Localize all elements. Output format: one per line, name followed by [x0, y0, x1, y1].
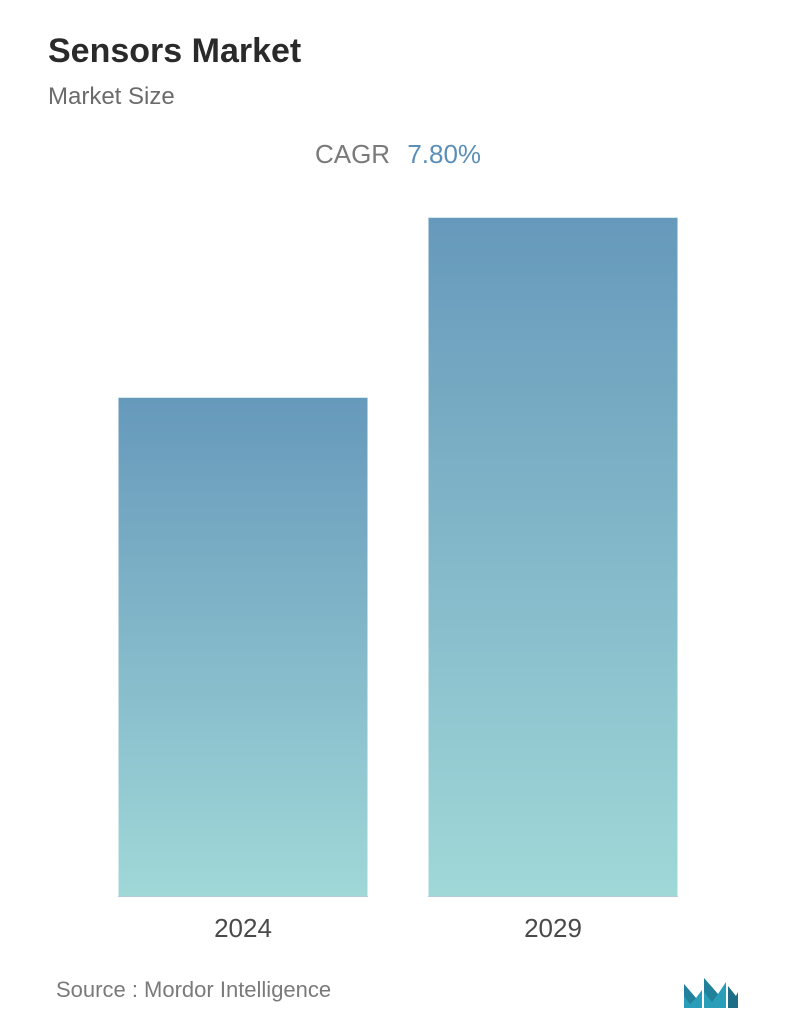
bar-1: [428, 217, 678, 897]
bar-0: [118, 397, 368, 897]
mordor-logo-icon: [682, 970, 740, 1010]
footer: Source : Mordor Intelligence: [48, 964, 748, 1034]
chart-subtitle: Market Size: [48, 83, 748, 111]
source-text: Source : Mordor Intelligence: [56, 977, 331, 1003]
chart-area: 2024 2029: [48, 180, 748, 964]
bar-label-0: 2024: [214, 913, 272, 944]
cagr-value: 7.80%: [407, 139, 481, 169]
bar-label-1: 2029: [524, 913, 582, 944]
cagr-label: CAGR: [315, 139, 390, 169]
chart-title: Sensors Market: [48, 32, 748, 71]
cagr-row: CAGR 7.80%: [48, 139, 748, 170]
bar-group-0: 2024: [113, 397, 373, 944]
bar-group-1: 2029: [423, 217, 683, 944]
